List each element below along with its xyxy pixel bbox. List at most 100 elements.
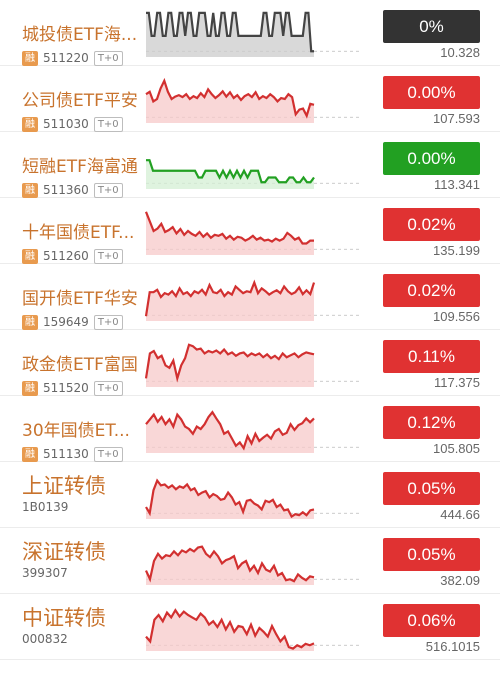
trading-rule-tag: T+0: [93, 446, 123, 462]
trading-rule-tag: T+0: [93, 50, 123, 66]
sparkline-line: [146, 160, 314, 182]
security-name: 30年国债ET...: [22, 421, 130, 441]
security-meta: 融 511520 T+0: [22, 380, 123, 396]
change-percent-badge[interactable]: 0.02%: [383, 208, 480, 241]
security-code: 000832: [22, 632, 68, 646]
security-meta: 融 511130 T+0: [22, 446, 123, 462]
margin-badge: 融: [22, 314, 38, 330]
intraday-sparkline: [146, 141, 361, 189]
security-name: 短融ETF海富通: [22, 157, 138, 177]
sparkline-area: [146, 480, 314, 519]
security-code: 511260: [43, 249, 89, 263]
last-price: 382.09: [440, 573, 480, 588]
margin-badge: 融: [22, 50, 38, 66]
security-meta: 融 511360 T+0: [22, 182, 123, 198]
security-meta: 融 159649 T+0: [22, 314, 123, 330]
security-code: 159649: [43, 315, 89, 329]
sparkline-area: [146, 282, 314, 321]
change-percent-badge[interactable]: 0%: [383, 10, 480, 43]
trading-rule-tag: T+0: [93, 182, 123, 198]
change-percent-badge[interactable]: 0.00%: [383, 76, 480, 109]
trading-rule-tag: T+0: [93, 248, 123, 264]
change-percent-badge[interactable]: 0.05%: [383, 472, 480, 505]
last-price: 109.556: [433, 309, 480, 324]
security-code: 1B0139: [22, 500, 69, 514]
intraday-sparkline: [146, 207, 361, 255]
sparkline-area: [146, 211, 314, 255]
quote-row[interactable]: 深证转债 399307 0.05% 382.09: [0, 528, 500, 594]
security-meta: 399307: [22, 565, 68, 581]
change-percent-badge[interactable]: 0.12%: [383, 406, 480, 439]
change-percent-badge[interactable]: 0.02%: [383, 274, 480, 307]
sparkline-area: [146, 12, 314, 57]
security-name: 深证转债: [22, 540, 106, 564]
intraday-sparkline: [146, 471, 361, 519]
quote-row[interactable]: 城投债ETF海... 融 511220 T+0 0% 10.328: [0, 0, 500, 66]
quote-row[interactable]: 政金债ETF富国融 511520 T+0 0.11% 117.375: [0, 330, 500, 396]
security-name: 政金债ETF富国: [22, 355, 138, 375]
security-meta: 融 511260 T+0: [22, 248, 123, 264]
change-percent-badge[interactable]: 0.06%: [383, 604, 480, 637]
sparkline-area: [146, 80, 314, 123]
quote-row[interactable]: 上证转债 1B0139 0.05% 444.66: [0, 462, 500, 528]
last-price: 10.328: [440, 45, 480, 60]
change-percent-badge[interactable]: 0.00%: [383, 142, 480, 175]
security-meta: 000832: [22, 631, 68, 647]
last-price: 135.199: [433, 243, 480, 258]
margin-badge: 融: [22, 446, 38, 462]
quote-row[interactable]: 30年国债ET... 融 511130 T+0 0.12% 105.805: [0, 396, 500, 462]
sparkline-line: [146, 81, 314, 116]
sparkline-line: [146, 547, 314, 582]
security-code: 511130: [43, 447, 89, 461]
sparkline-area: [146, 546, 314, 585]
sparkline-area: [146, 610, 314, 651]
trading-rule-tag: T+0: [93, 116, 123, 132]
intraday-sparkline: [146, 603, 361, 651]
intraday-sparkline: [146, 273, 361, 321]
security-name: 上证转债: [22, 474, 106, 498]
sparkline-line: [146, 481, 314, 517]
sparkline-line: [146, 212, 314, 244]
sparkline-area: [146, 160, 314, 189]
intraday-sparkline: [146, 75, 361, 123]
sparkline-line: [146, 345, 314, 379]
margin-badge: 融: [22, 248, 38, 264]
security-code: 511030: [43, 117, 89, 131]
change-percent-badge[interactable]: 0.05%: [383, 538, 480, 571]
security-name: 十年国债ETF...: [22, 223, 135, 243]
quote-row[interactable]: 中证转债 000832 0.06% 516.1015: [0, 594, 500, 660]
change-percent-badge[interactable]: 0.11%: [383, 340, 480, 373]
sparkline-line: [146, 412, 314, 448]
trading-rule-tag: T+0: [93, 314, 123, 330]
margin-badge: 融: [22, 380, 38, 396]
last-price: 516.1015: [425, 639, 480, 654]
last-price: 113.341: [433, 177, 480, 192]
security-name: 国开债ETF华安: [22, 289, 138, 309]
security-meta: 融 511220 T+0: [22, 50, 123, 66]
quote-row[interactable]: 短融ETF海富通融 511360 T+0 0.00% 113.341: [0, 132, 500, 198]
sparkline-area: [146, 412, 314, 453]
margin-badge: 融: [22, 116, 38, 132]
security-meta: 融 511030 T+0: [22, 116, 123, 132]
quote-row[interactable]: 十年国债ETF... 融 511260 T+0 0.02% 135.199: [0, 198, 500, 264]
security-name: 城投债ETF海...: [22, 25, 138, 45]
security-meta: 1B0139: [22, 499, 68, 515]
security-name: 中证转债: [22, 606, 106, 630]
last-price: 107.593: [433, 111, 480, 126]
sparkline-line: [146, 13, 314, 51]
intraday-sparkline: [146, 405, 361, 453]
trading-rule-tag: T+0: [93, 380, 123, 396]
intraday-sparkline: [146, 537, 361, 585]
quote-row[interactable]: 国开债ETF华安融 159649 T+0 0.02% 109.556: [0, 264, 500, 330]
last-price: 444.66: [440, 507, 480, 522]
sparkline-line: [146, 610, 314, 648]
sparkline-line: [146, 283, 314, 317]
security-name: 公司债ETF平安: [22, 91, 138, 111]
last-price: 117.375: [433, 375, 480, 390]
security-code: 399307: [22, 566, 68, 580]
margin-badge: 融: [22, 182, 38, 198]
security-code: 511220: [43, 51, 89, 65]
quote-row[interactable]: 公司债ETF平安融 511030 T+0 0.00% 107.593: [0, 66, 500, 132]
sparkline-area: [146, 344, 314, 387]
last-price: 105.805: [433, 441, 480, 456]
